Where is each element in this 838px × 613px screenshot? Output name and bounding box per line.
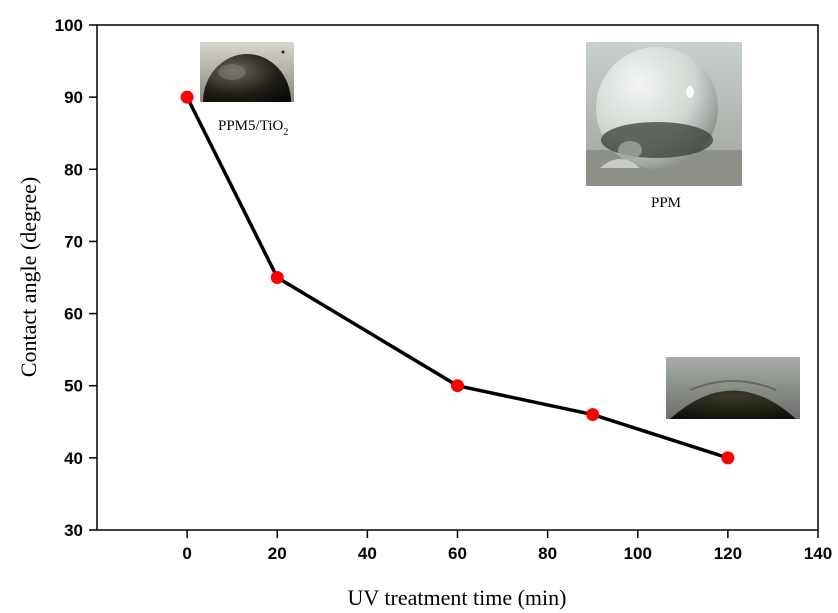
x-tick-label: 80 bbox=[538, 544, 557, 563]
axis-ticks: 0 20 40 60 80 100 120 140 30 40 50 60 70 80 90 100 bbox=[55, 16, 833, 563]
inset-photo-ppm5-tio2 bbox=[200, 42, 294, 102]
data-point bbox=[451, 379, 464, 393]
y-axis-title: Contact angle (degree) bbox=[16, 177, 41, 377]
y-tick-label: 100 bbox=[55, 16, 83, 35]
data-point bbox=[270, 271, 284, 284]
inset-caption-ppm5-tio2: PPM5/TiO2 bbox=[218, 118, 288, 138]
inset-photo-uv-treated bbox=[666, 357, 800, 419]
x-tick-label: 60 bbox=[448, 544, 467, 563]
series-points bbox=[180, 90, 735, 465]
x-tick-label: 40 bbox=[358, 544, 377, 563]
x-tick-label: 0 bbox=[182, 544, 191, 563]
y-tick-label: 50 bbox=[64, 377, 83, 396]
y-tick-label: 60 bbox=[64, 305, 83, 324]
y-tick-label: 70 bbox=[64, 232, 83, 251]
y-tick-label: 80 bbox=[64, 160, 83, 179]
y-tick-label: 40 bbox=[64, 449, 83, 468]
y-tick-label: 90 bbox=[64, 88, 83, 107]
inset-photo-ppm bbox=[586, 42, 742, 186]
data-point bbox=[586, 408, 600, 422]
y-tick-label: 30 bbox=[64, 521, 83, 540]
x-tick-label: 120 bbox=[714, 544, 742, 563]
x-tick-label: 140 bbox=[804, 544, 832, 563]
data-point bbox=[721, 451, 735, 465]
x-tick-label: 100 bbox=[624, 544, 652, 563]
inset-caption-ppm: PPM bbox=[651, 195, 681, 211]
data-point bbox=[180, 90, 194, 104]
x-axis-title: UV treatment time (min) bbox=[348, 585, 567, 610]
x-tick-label: 20 bbox=[268, 544, 287, 563]
